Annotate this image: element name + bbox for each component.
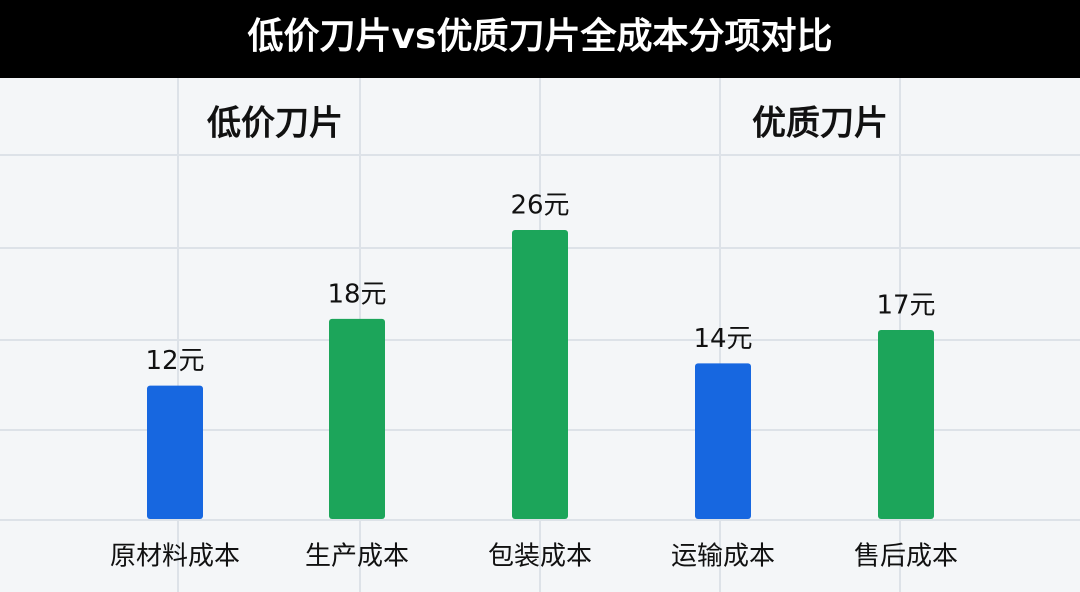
x-tick-label: 原材料成本 [110,542,240,572]
value-label: 17元 [876,291,935,321]
bar [878,330,934,519]
group-label: 优质刀片 [752,104,888,144]
bar [147,385,203,519]
value-label: 18元 [327,279,386,309]
bar [695,363,751,519]
x-tick-label: 包装成本 [488,542,592,572]
x-tick-label: 运输成本 [671,542,775,572]
x-tick-label: 生产成本 [305,542,409,572]
chart-title: 低价刀片vs优质刀片全成本分项对比 [248,15,833,57]
x-tick-label: 售后成本 [854,542,958,572]
value-label: 12元 [145,346,204,376]
bar [329,318,385,519]
title-bar [0,0,1080,78]
bar [512,230,568,519]
value-label: 14元 [693,324,752,354]
group-label: 低价刀片 [207,104,343,144]
value-label: 26元 [510,191,569,221]
